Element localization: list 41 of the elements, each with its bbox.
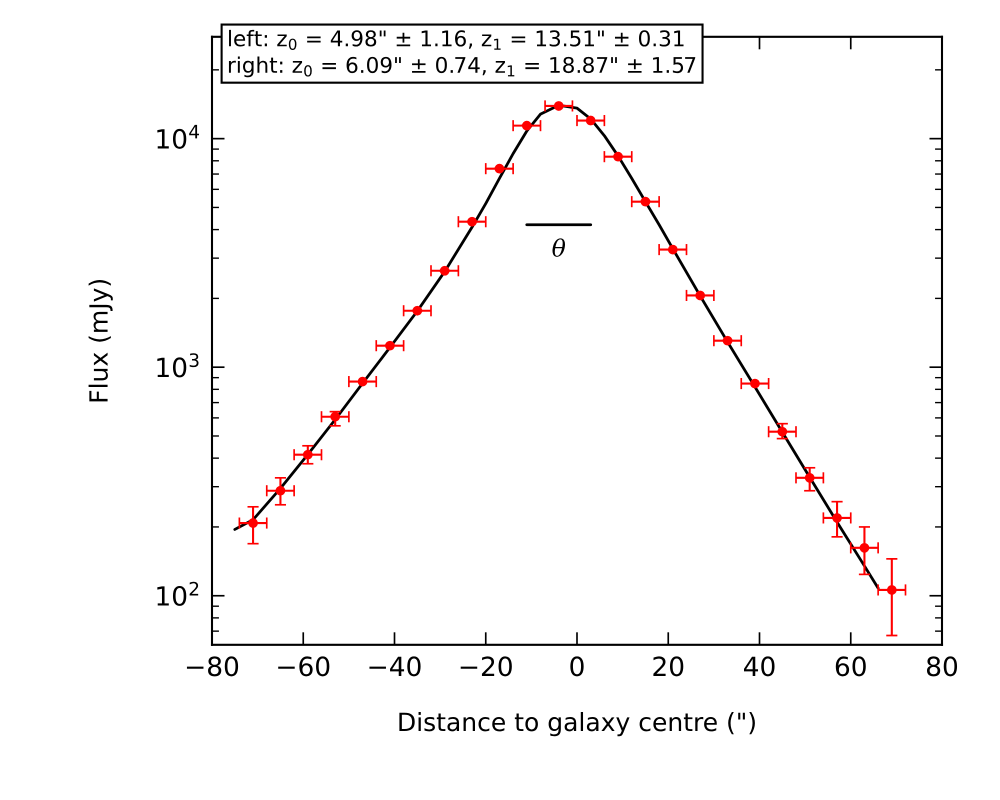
annotation: left: z$_{0}$ = 4.98" ± 1.16, z$_{1}$ = 13.51" ± 0.31 [229,30,684,50]
point [886,585,897,595]
y-tick-label: 10$^{4}$ [157,124,199,149]
point [385,340,395,351]
x-axis-title: Distance to galaxy centre (") [399,712,755,736]
x-tick-label: 20 [653,656,684,676]
point [440,266,450,276]
point [860,542,870,553]
point [330,412,340,422]
annotation: θ [552,238,566,257]
x-tick-label: −80 [186,656,238,676]
point [613,152,623,162]
annotation: right: z$_{0}$ = 6.09" ± 0.74, z$_{1}$ = 18.87" ± 1.57 [228,56,696,78]
point [586,116,596,126]
point [248,518,258,528]
point [276,486,286,496]
point [554,101,564,111]
point [522,120,532,130]
point [695,290,706,300]
x-tick-label: −40 [369,656,421,676]
point [302,450,313,460]
y-axis-title: Flux (mJy) [88,280,113,402]
point [668,244,678,254]
point [640,196,650,207]
point [467,216,477,227]
x-tick-label: 60 [836,656,866,676]
x-tick-label: −60 [278,656,330,676]
y-tick-label: 10$^{3}$ [157,353,199,378]
point [412,306,422,316]
point [832,513,842,523]
point [750,378,760,388]
y-tick-label: 10$^{2}$ [157,582,198,606]
point [494,164,504,174]
point [358,376,368,386]
x-tick-label: 40 [744,656,775,676]
point [777,426,788,437]
point [722,336,732,346]
x-tick-label: 0 [570,656,584,676]
x-tick-label: −20 [460,656,512,676]
point [804,472,815,483]
x-tick-label: 80 [927,656,958,676]
